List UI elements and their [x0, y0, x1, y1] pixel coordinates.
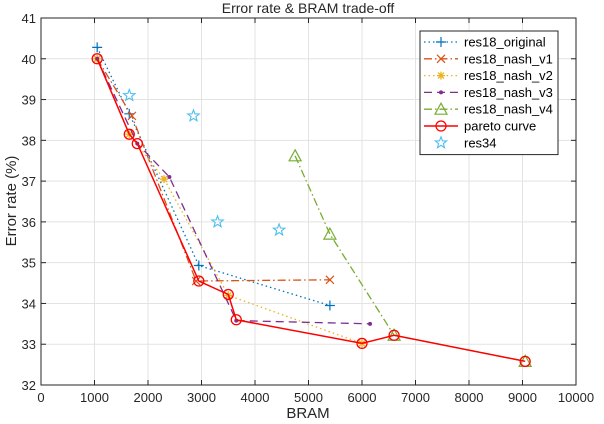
legend-item: res18_original — [424, 35, 546, 50]
axis-ticks: 0 1000 2000 3000 4000 5000 6000 7000 8000 9000 100… — [22, 11, 595, 405]
legend-item: res18_nash_v4 — [424, 102, 553, 117]
y-tick-label: 41 — [22, 11, 36, 26]
x-tick-label: 5000 — [294, 390, 323, 405]
y-tick-label: 37 — [22, 174, 36, 189]
x-tick-label: 10000 — [558, 390, 594, 405]
x-tick-label: 8000 — [455, 390, 484, 405]
x-tick-label: 3000 — [187, 390, 216, 405]
y-tick-label: 35 — [22, 256, 36, 271]
y-tick-label: 34 — [22, 296, 36, 311]
y-tick-label: 40 — [22, 52, 36, 67]
legend-label: res18_nash_v1 — [464, 51, 553, 66]
y-tick-label: 36 — [22, 215, 36, 230]
x-tick-label: 6000 — [348, 390, 377, 405]
series-res18-nash-v4 — [288, 148, 533, 367]
series-pareto-curve — [91, 53, 531, 367]
x-axis-label: BRAM — [286, 405, 329, 422]
series-res34 — [122, 87, 287, 237]
legend-item: res18_nash_v1 — [424, 51, 553, 66]
y-tick-label: 33 — [22, 337, 36, 352]
legend-item: pareto curve — [424, 119, 536, 134]
legend-label: res34 — [464, 135, 497, 150]
x-tick-label: 4000 — [241, 390, 270, 405]
legend-label: res18_nash_v3 — [464, 85, 553, 100]
y-tick-label: 38 — [22, 133, 36, 148]
x-tick-label: 1000 — [80, 390, 109, 405]
legend-item: res34 — [433, 135, 497, 150]
y-axis-label: Error rate (%) — [3, 156, 20, 247]
legend-label: res18_nash_v4 — [464, 102, 553, 117]
legend-label: res18_original — [464, 35, 546, 50]
x-tick-label: 9000 — [508, 390, 537, 405]
legend-item: res18_nash_v2 — [424, 68, 553, 83]
legend-label: pareto curve — [464, 119, 536, 134]
x-tick-label: 7000 — [401, 390, 430, 405]
y-tick-label: 39 — [22, 93, 36, 108]
x-tick-label: 2000 — [134, 390, 163, 405]
series-res18-original — [92, 42, 335, 311]
legend-label: res18_nash_v2 — [464, 68, 553, 83]
series-res18-nash-v3 — [95, 56, 373, 326]
y-tick-label: 32 — [22, 378, 36, 393]
series-layer — [91, 42, 533, 367]
chart-title: Error rate & BRAM trade-off — [222, 0, 395, 16]
legend-item: res18_nash_v3 — [424, 85, 553, 100]
x-tick-label: 0 — [37, 390, 44, 405]
